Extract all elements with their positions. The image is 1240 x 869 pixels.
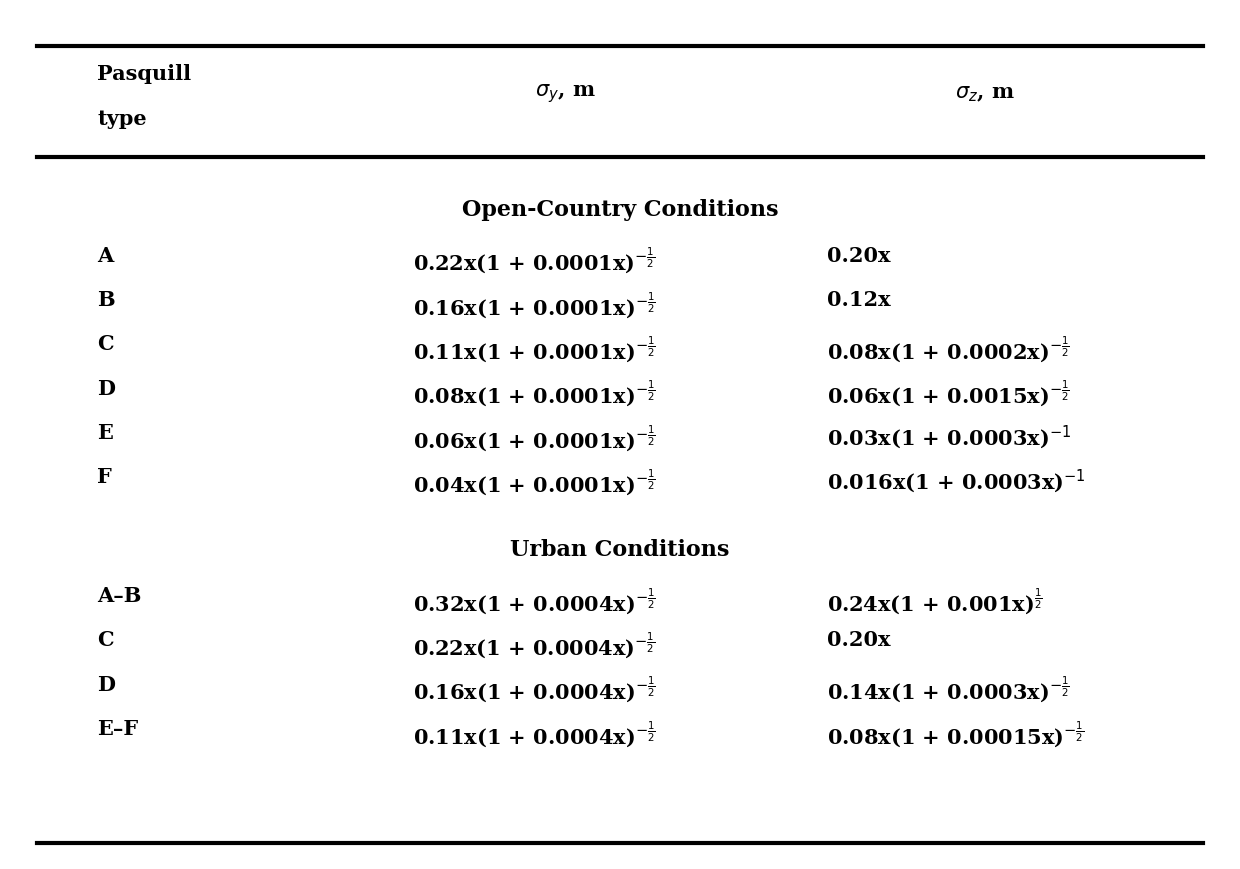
Text: 0.06x(1 + 0.0001x)$^{-\frac{1}{2}}$: 0.06x(1 + 0.0001x)$^{-\frac{1}{2}}$	[413, 422, 656, 452]
Text: type: type	[98, 109, 148, 129]
Text: 0.04x(1 + 0.0001x)$^{-\frac{1}{2}}$: 0.04x(1 + 0.0001x)$^{-\frac{1}{2}}$	[413, 467, 656, 496]
Text: A–B: A–B	[98, 585, 141, 605]
Text: 0.32x(1 + 0.0004x)$^{-\frac{1}{2}}$: 0.32x(1 + 0.0004x)$^{-\frac{1}{2}}$	[413, 585, 656, 615]
Text: Open-Country Conditions: Open-Country Conditions	[461, 199, 779, 221]
Text: $\sigma_y$, m: $\sigma_y$, m	[534, 83, 595, 105]
Text: 0.08x(1 + 0.0001x)$^{-\frac{1}{2}}$: 0.08x(1 + 0.0001x)$^{-\frac{1}{2}}$	[413, 378, 656, 408]
Text: 0.016x(1 + 0.0003x)$^{-1}$: 0.016x(1 + 0.0003x)$^{-1}$	[827, 467, 1085, 494]
Text: E–F: E–F	[98, 718, 139, 738]
Text: C: C	[98, 629, 114, 649]
Text: 0.14x(1 + 0.0003x)$^{-\frac{1}{2}}$: 0.14x(1 + 0.0003x)$^{-\frac{1}{2}}$	[827, 673, 1069, 704]
Text: 0.22x(1 + 0.0004x)$^{-\frac{1}{2}}$: 0.22x(1 + 0.0004x)$^{-\frac{1}{2}}$	[413, 629, 656, 660]
Text: 0.16x(1 + 0.0004x)$^{-\frac{1}{2}}$: 0.16x(1 + 0.0004x)$^{-\frac{1}{2}}$	[413, 673, 656, 704]
Text: D: D	[98, 673, 115, 693]
Text: A: A	[98, 245, 114, 265]
Text: 0.08x(1 + 0.00015x)$^{-\frac{1}{2}}$: 0.08x(1 + 0.00015x)$^{-\frac{1}{2}}$	[827, 718, 1084, 748]
Text: 0.20x: 0.20x	[827, 245, 890, 265]
Text: D: D	[98, 378, 115, 398]
Text: Pasquill: Pasquill	[98, 64, 192, 84]
Text: 0.11x(1 + 0.0001x)$^{-\frac{1}{2}}$: 0.11x(1 + 0.0001x)$^{-\frac{1}{2}}$	[413, 334, 656, 364]
Text: E: E	[98, 422, 113, 442]
Text: B: B	[98, 289, 115, 309]
Text: 0.16x(1 + 0.0001x)$^{-\frac{1}{2}}$: 0.16x(1 + 0.0001x)$^{-\frac{1}{2}}$	[413, 289, 656, 320]
Text: 0.24x(1 + 0.001x)$^{\frac{1}{2}}$: 0.24x(1 + 0.001x)$^{\frac{1}{2}}$	[827, 585, 1042, 615]
Text: $\sigma_z$, m: $\sigma_z$, m	[955, 84, 1014, 103]
Text: 0.22x(1 + 0.0001x)$^{-\frac{1}{2}}$: 0.22x(1 + 0.0001x)$^{-\frac{1}{2}}$	[413, 245, 656, 275]
Text: C: C	[98, 334, 114, 354]
Text: 0.03x(1 + 0.0003x)$^{-1}$: 0.03x(1 + 0.0003x)$^{-1}$	[827, 422, 1071, 450]
Text: 0.20x: 0.20x	[827, 629, 890, 649]
Text: Urban Conditions: Urban Conditions	[511, 539, 729, 561]
Text: 0.12x: 0.12x	[827, 289, 890, 309]
Text: F: F	[98, 467, 112, 487]
Text: 0.06x(1 + 0.0015x)$^{-\frac{1}{2}}$: 0.06x(1 + 0.0015x)$^{-\frac{1}{2}}$	[827, 378, 1069, 408]
Text: 0.11x(1 + 0.0004x)$^{-\frac{1}{2}}$: 0.11x(1 + 0.0004x)$^{-\frac{1}{2}}$	[413, 718, 656, 748]
Text: 0.08x(1 + 0.0002x)$^{-\frac{1}{2}}$: 0.08x(1 + 0.0002x)$^{-\frac{1}{2}}$	[827, 334, 1069, 364]
